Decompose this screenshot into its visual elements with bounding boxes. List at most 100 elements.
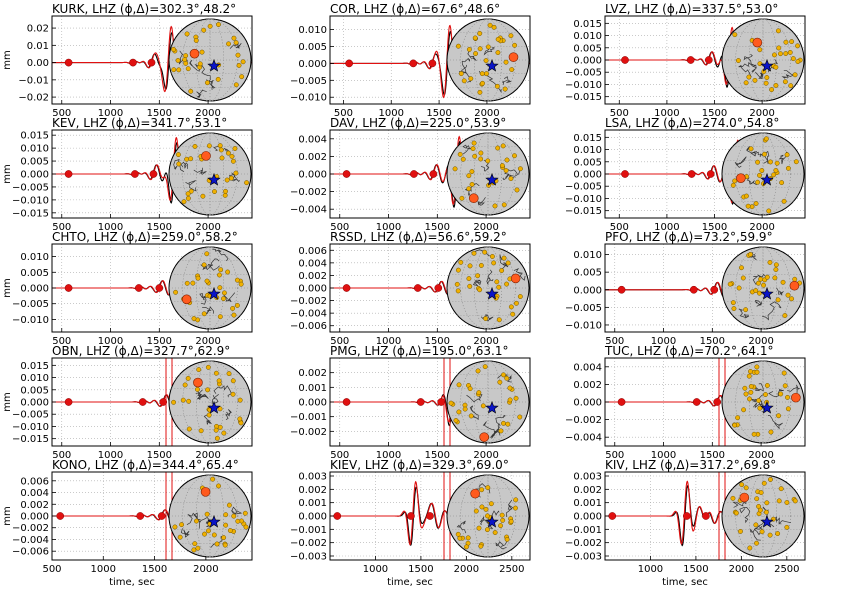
phase-pick-marker bbox=[617, 285, 626, 294]
phase-pick-marker bbox=[129, 58, 137, 67]
coastline bbox=[196, 89, 207, 98]
y-tick-label: 0.02 bbox=[27, 24, 49, 35]
network-station-marker bbox=[212, 189, 217, 195]
coastline bbox=[179, 161, 189, 173]
network-station-marker bbox=[456, 382, 462, 388]
network-station-marker bbox=[224, 177, 230, 183]
y-tick-label: 0.005 bbox=[298, 42, 327, 53]
coastline bbox=[505, 499, 514, 518]
network-station-marker bbox=[773, 167, 779, 173]
y-tick-label: −0.001 bbox=[290, 525, 327, 536]
network-station-marker bbox=[176, 67, 182, 73]
network-station-marker bbox=[795, 43, 801, 49]
y-tick-label: −0.003 bbox=[290, 552, 327, 563]
network-station-marker bbox=[767, 477, 773, 482]
network-station-marker bbox=[221, 535, 227, 541]
coastline bbox=[482, 421, 500, 440]
coastline bbox=[742, 61, 757, 73]
network-station-marker bbox=[231, 35, 237, 41]
network-station-marker bbox=[467, 263, 473, 269]
y-tick-label: −0.015 bbox=[565, 206, 602, 217]
coastline bbox=[229, 42, 242, 49]
x-tick-label: 1500 bbox=[425, 450, 450, 461]
network-station-marker bbox=[508, 176, 514, 182]
y-tick-label: 0.010 bbox=[298, 25, 327, 36]
phase-pick-marker bbox=[692, 398, 701, 406]
network-station-marker bbox=[479, 504, 485, 510]
network-station-marker bbox=[214, 541, 220, 547]
network-station-marker bbox=[206, 412, 212, 418]
station-globe-inset bbox=[721, 132, 805, 216]
target-station-marker bbox=[789, 280, 800, 291]
network-station-marker bbox=[501, 202, 507, 208]
network-station-marker bbox=[775, 297, 781, 303]
event-star-marker bbox=[207, 514, 221, 528]
network-station-marker bbox=[767, 259, 773, 265]
network-station-marker bbox=[177, 534, 183, 540]
y-axis-label: mm bbox=[2, 278, 13, 297]
coastline bbox=[480, 159, 490, 172]
network-station-marker bbox=[730, 300, 736, 306]
station-globe-inset bbox=[721, 360, 805, 444]
network-station-marker bbox=[210, 476, 216, 482]
seismogram-panel-kurk: 500 1000 1500 2000 −0.02 −0.01 0.00 0.01 0.02KUR… bbox=[2, 2, 253, 119]
network-station-marker bbox=[771, 172, 777, 178]
coastline bbox=[196, 389, 203, 401]
network-station-marker bbox=[764, 274, 770, 280]
network-station-marker bbox=[188, 88, 194, 94]
network-station-marker bbox=[507, 385, 513, 391]
network-station-marker bbox=[485, 158, 491, 164]
network-station-marker bbox=[243, 524, 249, 530]
coastline bbox=[738, 64, 752, 77]
network-station-marker bbox=[501, 372, 506, 378]
coastline bbox=[483, 46, 495, 56]
phase-pick-marker bbox=[342, 398, 351, 406]
phase-pick-marker bbox=[64, 170, 73, 178]
network-station-marker bbox=[781, 370, 787, 376]
phase-pick-marker bbox=[56, 512, 65, 520]
station-globe-inset bbox=[168, 246, 252, 330]
network-station-marker bbox=[730, 182, 736, 188]
coastline bbox=[180, 528, 190, 538]
network-station-marker bbox=[194, 386, 200, 392]
y-tick-label: −0.005 bbox=[12, 410, 49, 421]
network-station-marker bbox=[476, 525, 482, 531]
x-tick-label: 1000 bbox=[651, 450, 676, 461]
network-station-marker bbox=[200, 193, 206, 199]
y-tick-label: −0.002 bbox=[12, 523, 49, 534]
network-station-marker bbox=[774, 160, 780, 166]
network-station-marker bbox=[754, 369, 760, 375]
network-station-marker bbox=[232, 146, 238, 151]
coastline bbox=[781, 69, 795, 79]
target-station-marker bbox=[510, 273, 521, 284]
y-tick-label: −0.002 bbox=[290, 538, 327, 549]
network-station-marker bbox=[184, 280, 190, 286]
network-station-marker bbox=[743, 193, 749, 199]
network-station-marker bbox=[500, 517, 506, 523]
y-tick-label: −0.010 bbox=[290, 93, 327, 104]
network-station-marker bbox=[466, 173, 472, 179]
network-station-marker bbox=[218, 267, 224, 273]
network-station-marker bbox=[487, 22, 493, 28]
y-tick-label: 0.004 bbox=[20, 488, 49, 499]
y-tick-label: −0.010 bbox=[12, 315, 49, 326]
phase-pick-marker bbox=[138, 398, 147, 406]
y-tick-label: 0.000 bbox=[298, 170, 327, 181]
y-tick-label: 0.00 bbox=[27, 58, 49, 69]
network-station-marker bbox=[201, 27, 207, 33]
phase-pick-marker bbox=[426, 512, 434, 520]
network-station-marker bbox=[766, 208, 772, 214]
network-station-marker bbox=[788, 83, 794, 89]
network-station-marker bbox=[503, 59, 509, 65]
network-station-marker bbox=[517, 294, 523, 299]
network-station-marker bbox=[739, 265, 744, 271]
network-station-marker bbox=[193, 518, 199, 524]
y-tick-label: 0.002 bbox=[298, 485, 327, 496]
network-station-marker bbox=[172, 524, 178, 530]
network-station-marker bbox=[730, 495, 736, 501]
coastline bbox=[212, 248, 229, 262]
network-station-marker bbox=[204, 80, 210, 86]
network-station-marker bbox=[501, 255, 507, 261]
x-tick-label: 500 bbox=[330, 336, 349, 347]
network-station-marker bbox=[467, 283, 473, 289]
